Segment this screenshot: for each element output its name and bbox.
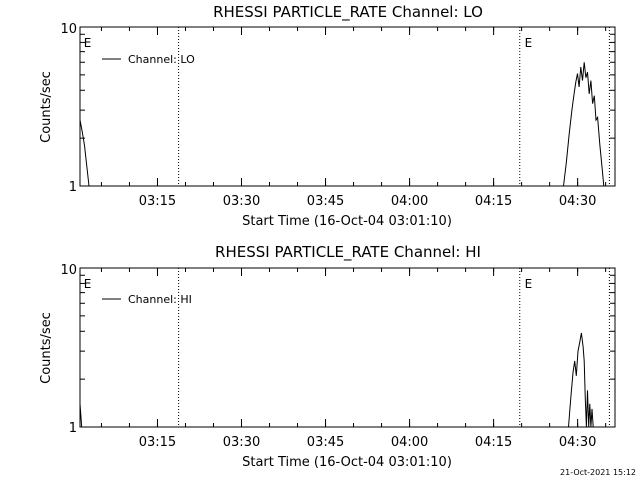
panel-hi-xlabel: Start Time (16-Oct-04 03:01:10) [242,455,452,470]
footer-timestamp: 21-Oct-2021 15:12 [560,468,636,477]
panel-lo-series-line [79,119,90,187]
panel-lo-legend: Channel: LO [102,53,195,66]
panel-lo-event-marker: E [84,36,92,50]
panel-hi: RHESSI PARTICLE_RATE Channel: HI Counts/… [39,243,616,470]
panel-lo-axes-frame [79,26,616,187]
panel-lo-event-lines [178,27,610,186]
panel-lo: RHESSI PARTICLE_RATE Channel: LO Counts/… [39,3,616,229]
panel-lo-series [79,62,605,187]
panel-lo-ylabel: Counts/sec [39,71,54,143]
panel-lo-legend-label: Channel: LO [128,53,195,66]
panel-hi-series-line [79,403,83,428]
panel-lo-xtick-label: 03:30 [223,194,260,209]
panel-lo-xtick-label: 04:15 [475,194,512,209]
panel-hi-event-marker: E [84,277,92,291]
panel-lo-ytick-1: 1 [69,180,77,195]
panel-hi-axes-frame [79,267,616,428]
panel-lo-xlabel: Start Time (16-Oct-04 03:01:10) [242,214,452,229]
panel-hi-series [79,332,594,428]
panel-lo-title: RHESSI PARTICLE_RATE Channel: LO [213,3,483,22]
panel-hi-series-line [568,332,594,428]
panel-hi-xtick-label: 04:15 [475,435,512,450]
panel-hi-ylabel: Counts/sec [39,312,54,384]
panel-hi-ytick-1: 1 [69,421,77,436]
panel-hi-xtick-label: 03:15 [139,435,176,450]
panel-lo-xtick-label: 04:30 [559,194,596,209]
panel-hi-xtick-label: 03:30 [223,435,260,450]
panel-hi-legend-label: Channel: HI [128,293,192,306]
panel-hi-title: RHESSI PARTICLE_RATE Channel: HI [215,243,481,262]
panel-hi-xtick-label: 04:00 [391,435,428,450]
panel-hi-xticks: 03:15 03:30 03:45 04:00 04:15 04:30 [80,268,615,450]
panel-lo-ytick-10: 10 [60,22,77,37]
panel-lo-xtick-label: 04:00 [391,194,428,209]
panel-lo-event-marker: E [525,36,533,50]
panel-hi-legend: Channel: HI [102,293,192,306]
panel-lo-xtick-label: 03:15 [139,194,176,209]
panel-hi-xtick-label: 03:45 [307,435,344,450]
panel-lo-xticks: 03:15 03:30 03:45 04:00 04:15 04:30 [80,27,615,209]
panel-hi-ytick-10: 10 [60,263,77,278]
panel-lo-xtick-label: 03:45 [307,194,344,209]
panel-hi-xtick-label: 04:30 [559,435,596,450]
panel-hi-event-marker: E [525,277,533,291]
panel-hi-event-lines [178,268,610,427]
panel-lo-series-line [563,62,605,187]
